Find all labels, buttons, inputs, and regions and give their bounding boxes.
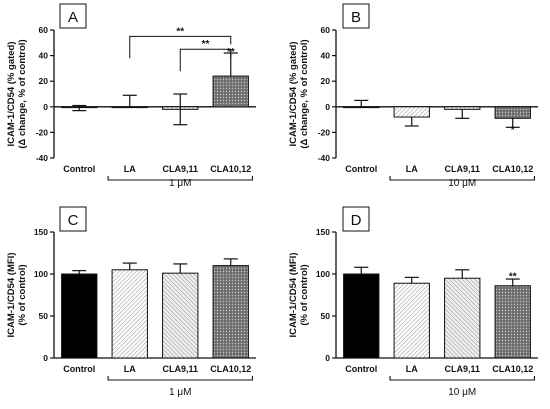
bar-la	[393, 106, 430, 118]
y-tick-label: 50	[39, 311, 49, 321]
panels: A -40 -20 0 20 40 60 Control LA CLA9,11 CLA10,12 1 …	[6, 3, 538, 398]
bar-la	[111, 269, 148, 359]
y-tick-label: 60	[321, 25, 331, 35]
y-tick-label: 0	[325, 353, 330, 363]
concentration-label: 1 μM	[169, 178, 191, 189]
y-tick-label: 150	[34, 227, 48, 237]
panel-c: C 0 50 100 150 Control LA CLA9,11 CLA10,12 1 μM IC…	[6, 206, 256, 398]
y-axis-title: ICAM-1/CD54 (MFI)(% of control)	[6, 253, 28, 338]
y-tick-label: 40	[39, 51, 49, 61]
y-axis-title-line: (% of control)	[17, 264, 28, 325]
concentration-bracket	[107, 176, 253, 181]
y-tick-label: -40	[318, 153, 331, 163]
x-tick-label: CLA9,11	[162, 164, 198, 174]
panel-letter: A	[68, 9, 78, 26]
concentration-label: 1 μM	[169, 387, 191, 398]
y-tick-label: -20	[36, 127, 49, 137]
y-tick-label: 100	[316, 269, 330, 279]
x-tick-label: Control	[345, 364, 377, 374]
panel-b: B -40 -20 0 20 40 60 Control LA CLA9,11 CLA10,12 10…	[288, 3, 538, 189]
significance-bracket-label: **	[176, 26, 184, 37]
significance-bracket-label: **	[202, 39, 210, 50]
y-axis-title-line: ICAM-1/CD54 (MFI)	[288, 253, 299, 338]
x-tick-label: CLA10,12	[210, 364, 251, 374]
bar-cla10-12	[212, 265, 249, 359]
bar-control	[61, 273, 98, 359]
x-tick-label: LA	[406, 164, 418, 174]
bar-cla10-12	[494, 285, 531, 359]
y-tick-label: 0	[325, 102, 330, 112]
bar-la	[111, 106, 148, 109]
x-tick-label: Control	[345, 164, 377, 174]
x-tick-label: LA	[406, 364, 418, 374]
y-tick-label: 20	[321, 76, 331, 86]
bar-cla10-12	[212, 75, 249, 108]
y-axis-title: ICAM-1/CD54 (% gated)(Δ change, % of con…	[6, 39, 28, 148]
significance-bracket	[129, 35, 232, 59]
panel-letter: B	[351, 9, 361, 26]
concentration-label: 10 μM	[448, 178, 476, 189]
x-tick-label: CLA10,12	[492, 364, 533, 374]
y-axis-title: ICAM-1/CD54 (% gated)(Δ change, % of con…	[288, 39, 310, 148]
y-tick-label: 40	[321, 51, 331, 61]
bar-cla9-11	[444, 106, 481, 110]
bar-control	[343, 273, 380, 359]
concentration-label: 10 μM	[448, 387, 476, 398]
y-tick-label: 20	[39, 76, 49, 86]
y-tick-label: 60	[39, 25, 49, 35]
significance-star: *	[511, 125, 515, 136]
x-tick-label: Control	[63, 164, 95, 174]
concentration-bracket	[107, 376, 253, 381]
y-axis-title: ICAM-1/CD54 (MFI)(% of control)	[288, 253, 310, 338]
bar-control	[343, 106, 380, 109]
x-tick-label: Control	[63, 364, 95, 374]
bar-cla9-11	[444, 277, 481, 359]
y-axis-title-line: ICAM-1/CD54 (% gated)	[288, 41, 299, 146]
panel-letter: C	[68, 212, 79, 229]
x-tick-label: CLA10,12	[210, 164, 251, 174]
significance-bracket	[179, 48, 232, 72]
y-axis-title-line: (Δ change, % of control)	[17, 39, 28, 148]
y-tick-label: -40	[36, 153, 49, 163]
panel-a: A -40 -20 0 20 40 60 Control LA CLA9,11 CLA10,12 1 …	[6, 3, 256, 189]
significance-star: **	[509, 272, 517, 283]
y-tick-label: 0	[43, 102, 48, 112]
concentration-bracket	[389, 376, 535, 381]
panel-letter-box	[342, 206, 370, 232]
x-tick-label: CLA10,12	[492, 164, 533, 174]
bar-cla9-11	[162, 272, 199, 359]
y-axis-title-line: ICAM-1/CD54 (% gated)	[6, 41, 17, 146]
bar-cla10-12	[494, 106, 531, 119]
panel-letter-box	[342, 3, 370, 29]
x-tick-label: CLA9,11	[444, 164, 480, 174]
y-axis-title-line: (Δ change, % of control)	[299, 39, 310, 148]
panel-letter-box	[59, 206, 87, 232]
x-tick-label: CLA9,11	[162, 364, 198, 374]
y-axis-title-line: ICAM-1/CD54 (MFI)	[6, 253, 17, 338]
panel-d: D 0 50 100 150 Control LA CLA9,11 CLA10,12 10 μM I…	[288, 206, 538, 398]
x-tick-label: LA	[124, 364, 136, 374]
x-tick-label: LA	[124, 164, 136, 174]
y-tick-label: 50	[321, 311, 331, 321]
y-tick-label: 150	[316, 227, 330, 237]
y-tick-label: -20	[318, 127, 331, 137]
y-tick-label: 100	[34, 269, 48, 279]
panel-letter: D	[351, 212, 362, 229]
y-axis-title-line: (% of control)	[299, 264, 310, 325]
concentration-bracket	[389, 176, 535, 181]
y-tick-label: 0	[43, 353, 48, 363]
panel-letter-box	[59, 3, 87, 29]
bar-la	[393, 282, 430, 359]
x-tick-label: CLA9,11	[444, 364, 480, 374]
